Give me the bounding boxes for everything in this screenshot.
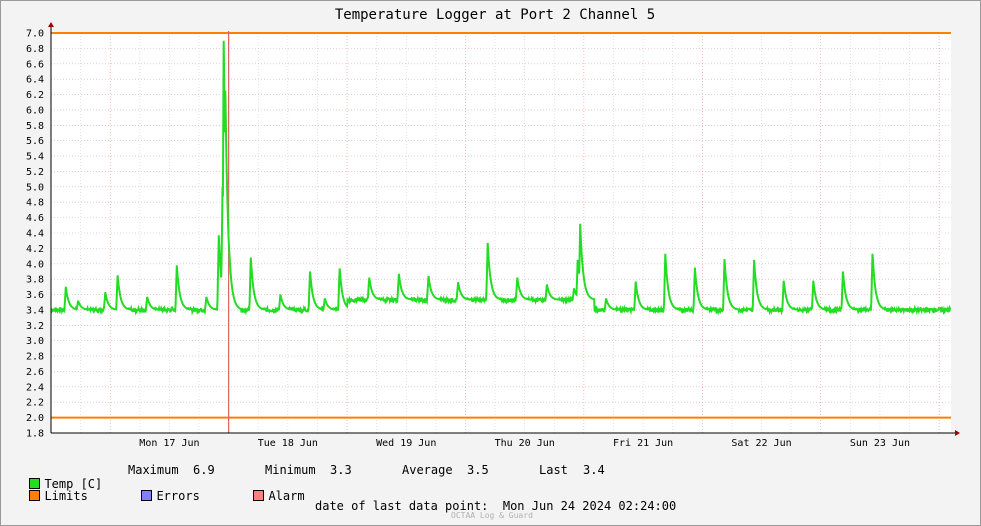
y-tick-label: 6.0 (26, 105, 44, 116)
legend-limits-swatch (29, 490, 41, 501)
x-tick-label: Thu 20 Jun (495, 438, 555, 449)
stat-maximum-label: Maximum (128, 463, 179, 477)
x-tick-label: Fri 21 Jun (613, 438, 673, 449)
x-axis-ticks: Mon 17 Jun Tue 18 Jun Wed 19 Jun Thu 20 Jun… (139, 438, 910, 449)
y-tick-label: 2.6 (26, 367, 44, 378)
y-tick-label: 3.2 (26, 321, 44, 332)
stat-minimum-value: 3.3 (330, 463, 352, 477)
legend-alarm: Alarm (239, 475, 305, 503)
y-tick-label: 2.8 (26, 352, 44, 363)
stat-average-label: Average (402, 463, 453, 477)
stat-maximum-value: 6.9 (193, 463, 215, 477)
legend-temp-swatch (29, 478, 41, 489)
stat-average-value: 3.5 (467, 463, 489, 477)
y-tick-label: 7.0 (26, 29, 44, 40)
x-tick-label: Tue 18 Jun (258, 438, 318, 449)
stat-minimum-label: Minimum (265, 463, 316, 477)
y-tick-label: 6.6 (26, 59, 44, 70)
y-tick-label: 5.4 (26, 152, 44, 163)
y-tick-label: 3.8 (26, 275, 44, 286)
y-tick-label: 2.0 (26, 413, 44, 424)
legend-alarm-label: Alarm (268, 489, 305, 503)
series-group (50, 40, 952, 316)
stat-last-value: 3.4 (583, 463, 605, 477)
y-tick-label: 2.2 (26, 398, 44, 409)
y-tick-label: 3.0 (26, 336, 44, 347)
last-data-point: date of last data point: Mon Jun 24 2024… (315, 499, 677, 513)
y-tick-label: 2.4 (26, 382, 44, 393)
y-tick-label: 4.8 (26, 198, 44, 209)
temp-series-line (50, 40, 952, 316)
y-tick-label: 6.8 (26, 44, 44, 55)
chart-title: Temperature Logger at Port 2 Channel 5 (335, 7, 655, 23)
y-tick-label: 5.6 (26, 136, 44, 147)
y-tick-label: 1.8 (26, 429, 44, 440)
y-axis-ticks: 1.8 2.0 2.2 2.4 2.6 2.8 3.0 3.2 3.4 3.6 3.8 4.0 4.2 4… (26, 29, 44, 440)
y-tick-label: 4.4 (26, 229, 44, 240)
stat-last-label: Last (539, 463, 568, 477)
y-tick-label: 5.0 (26, 182, 44, 193)
x-tick-label: Mon 17 Jun (139, 438, 199, 449)
legend-errors: Errors (127, 475, 200, 503)
y-axis-arrow (48, 22, 54, 27)
legend-temp-label: Temp [C] (44, 477, 103, 491)
x-tick-label: Wed 19 Jun (376, 438, 436, 449)
limit-lines (51, 32, 951, 419)
y-tick-label: 4.2 (26, 244, 44, 255)
y-tick-label: 4.6 (26, 213, 44, 224)
legend-errors-swatch (141, 490, 153, 501)
legend-alarm-swatch (253, 490, 265, 501)
x-tick-label: Sat 22 Jun (731, 438, 791, 449)
legend-limits: Limits (15, 475, 88, 503)
legend-errors-label: Errors (156, 489, 200, 503)
brand-footer: OCTAA Log & Guard (451, 511, 533, 520)
y-tick-label: 5.2 (26, 167, 44, 178)
y-tick-label: 3.4 (26, 305, 44, 316)
y-tick-label: 6.2 (26, 90, 44, 101)
chart-axes (48, 22, 960, 436)
legend-limits-label: Limits (44, 489, 88, 503)
y-tick-label: 5.8 (26, 121, 44, 132)
y-tick-label: 4.0 (26, 259, 44, 270)
y-tick-label: 6.4 (26, 75, 44, 86)
y-tick-label: 3.6 (26, 290, 44, 301)
chart-grid (50, 32, 951, 434)
x-axis-arrow (955, 430, 960, 436)
legend-temp: Temp [C] (15, 463, 102, 491)
x-tick-label: Sun 23 Jun (850, 438, 910, 449)
